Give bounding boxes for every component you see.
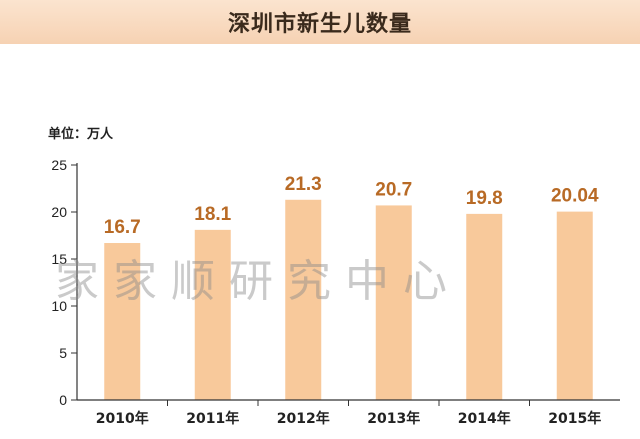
unit-label: 单位：万人 xyxy=(48,126,114,142)
bar xyxy=(375,205,412,400)
bar xyxy=(194,229,231,400)
y-tick-label: 10 xyxy=(51,298,67,314)
data-label: 20.7 xyxy=(375,179,412,200)
data-label: 20.04 xyxy=(551,186,599,207)
y-tick-label: 5 xyxy=(59,345,67,361)
bar xyxy=(466,213,503,400)
x-tick-label: 2010年 xyxy=(96,410,149,427)
x-tick-label: 2013年 xyxy=(367,410,420,427)
data-label: 16.7 xyxy=(104,217,141,238)
y-tick-label: 0 xyxy=(59,392,67,408)
x-tick-label: 2011年 xyxy=(186,410,239,427)
y-tick-label: 15 xyxy=(51,251,67,267)
data-label: 18.1 xyxy=(194,204,231,225)
data-label: 21.3 xyxy=(285,174,322,195)
title-bar: 深圳市新生儿数量 xyxy=(0,0,640,44)
watermark-text: 家家顺研究中心 xyxy=(55,256,461,307)
x-tick-label: 2015年 xyxy=(548,410,601,427)
bar xyxy=(556,211,593,400)
data-label: 19.8 xyxy=(466,188,503,209)
x-tick-label: 2014年 xyxy=(458,410,511,427)
bar xyxy=(104,243,141,400)
bar xyxy=(285,199,322,400)
y-tick-label: 20 xyxy=(51,204,67,220)
x-tick-label: 2012年 xyxy=(277,410,330,427)
y-tick-label: 25 xyxy=(51,157,67,173)
chart-title: 深圳市新生儿数量 xyxy=(227,12,412,37)
